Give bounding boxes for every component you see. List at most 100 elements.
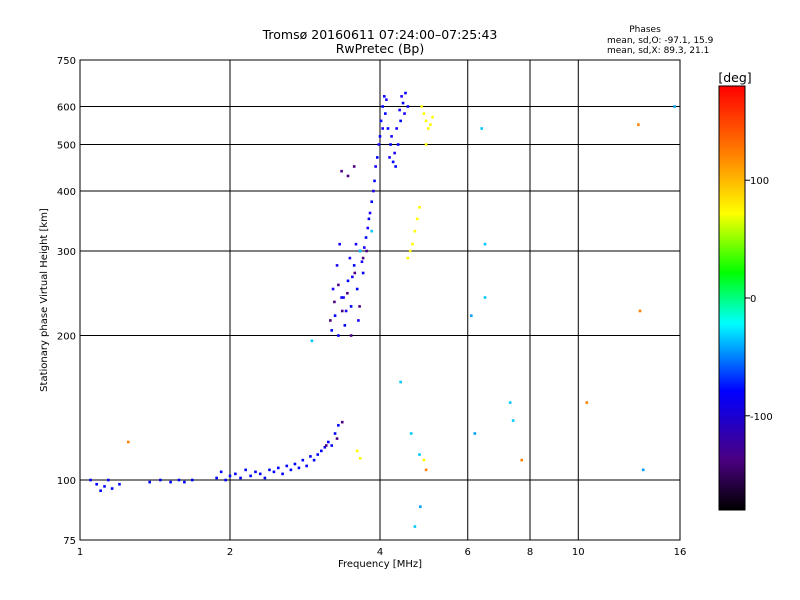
data-point — [268, 468, 271, 472]
data-point — [390, 135, 393, 138]
data-point — [470, 314, 473, 317]
y-tick-label: 100 — [57, 476, 76, 487]
data-point — [340, 309, 344, 313]
x-tick-label: 16 — [674, 547, 687, 558]
data-point — [224, 478, 227, 482]
data-point — [418, 453, 421, 456]
data-point — [331, 287, 335, 291]
chart-title: Tromsø 20160611 07:24:00–07:25:43 — [262, 27, 498, 42]
data-point — [353, 271, 357, 275]
data-point — [337, 424, 340, 427]
data-point — [375, 156, 379, 159]
phases-stat-x: mean, sd,X: 89.3, 21.1 — [607, 46, 709, 56]
data-point — [378, 135, 382, 138]
data-point — [473, 432, 477, 435]
data-point — [355, 449, 359, 453]
data-point — [508, 401, 512, 404]
x-tick-label: 2 — [227, 547, 233, 558]
colorbar-ticks: 100 0 -100 — [745, 176, 773, 423]
data-point — [215, 476, 218, 480]
data-point — [408, 249, 412, 253]
x-tick-label: 4 — [377, 547, 383, 558]
data-point — [258, 472, 262, 476]
data-point — [362, 246, 366, 249]
data-point — [360, 260, 364, 264]
data-point — [338, 242, 341, 246]
data-point — [276, 466, 280, 470]
y-tick-label: 750 — [57, 56, 76, 67]
data-point — [244, 468, 247, 472]
data-point — [249, 474, 252, 478]
data-point — [386, 127, 390, 130]
x-axis-title: Frequency [MHz] — [338, 559, 422, 570]
data-point — [420, 105, 423, 108]
data-point — [520, 458, 524, 462]
data-point — [343, 324, 347, 327]
data-point — [422, 112, 426, 115]
data-point — [320, 449, 323, 453]
data-point — [418, 205, 421, 209]
colorbar-label: [deg] — [718, 70, 751, 85]
data-point — [263, 476, 267, 480]
data-point — [377, 143, 381, 146]
data-point — [297, 466, 301, 470]
data-point — [374, 165, 377, 168]
data-point — [346, 279, 350, 283]
data-point — [159, 478, 162, 482]
y-tick-label: 400 — [57, 187, 76, 198]
data-point — [426, 127, 430, 130]
data-point — [118, 482, 121, 486]
data-point — [396, 143, 400, 146]
data-point — [398, 108, 401, 112]
data-point — [349, 305, 353, 308]
data-point — [324, 444, 328, 447]
data-point — [335, 264, 339, 267]
data-point — [346, 174, 350, 178]
data-point — [272, 470, 276, 474]
data-point — [305, 464, 308, 468]
data-point — [352, 264, 356, 267]
x-tick-label: 1 — [77, 547, 83, 558]
data-point — [293, 462, 297, 466]
data-point — [394, 165, 397, 168]
data-point — [366, 226, 370, 230]
data-point — [355, 287, 359, 291]
data-point — [358, 249, 362, 253]
data-point — [340, 296, 343, 299]
data-point — [330, 329, 334, 332]
data-point — [95, 482, 98, 486]
data-point — [340, 169, 343, 173]
data-point — [301, 458, 305, 462]
data-point — [89, 478, 92, 482]
colorbar-tick-label: 100 — [750, 176, 769, 187]
x-tick-label: 10 — [572, 547, 585, 558]
data-point — [372, 189, 375, 193]
data-point — [365, 249, 368, 253]
data-point — [310, 339, 314, 343]
data-point — [340, 420, 344, 424]
data-point — [413, 525, 417, 528]
data-point — [381, 127, 384, 130]
data-point — [367, 217, 371, 221]
data-point — [370, 229, 374, 233]
data-point — [429, 123, 432, 126]
data-point — [424, 143, 428, 146]
data-point — [333, 432, 337, 435]
data-point — [329, 319, 332, 322]
data-point — [411, 242, 414, 246]
data-point — [285, 464, 289, 468]
data-point — [110, 487, 114, 490]
data-point — [364, 236, 368, 239]
data-point — [312, 458, 316, 462]
x-tick-label: 8 — [527, 547, 533, 558]
data-point — [361, 256, 365, 260]
data-point — [358, 305, 361, 308]
data-point — [413, 229, 417, 233]
data-point — [107, 478, 110, 482]
data-point — [391, 160, 395, 164]
data-point — [401, 101, 405, 105]
data-point — [389, 143, 392, 146]
data-point — [333, 300, 336, 304]
data-point — [384, 112, 387, 115]
data-point — [382, 95, 386, 98]
